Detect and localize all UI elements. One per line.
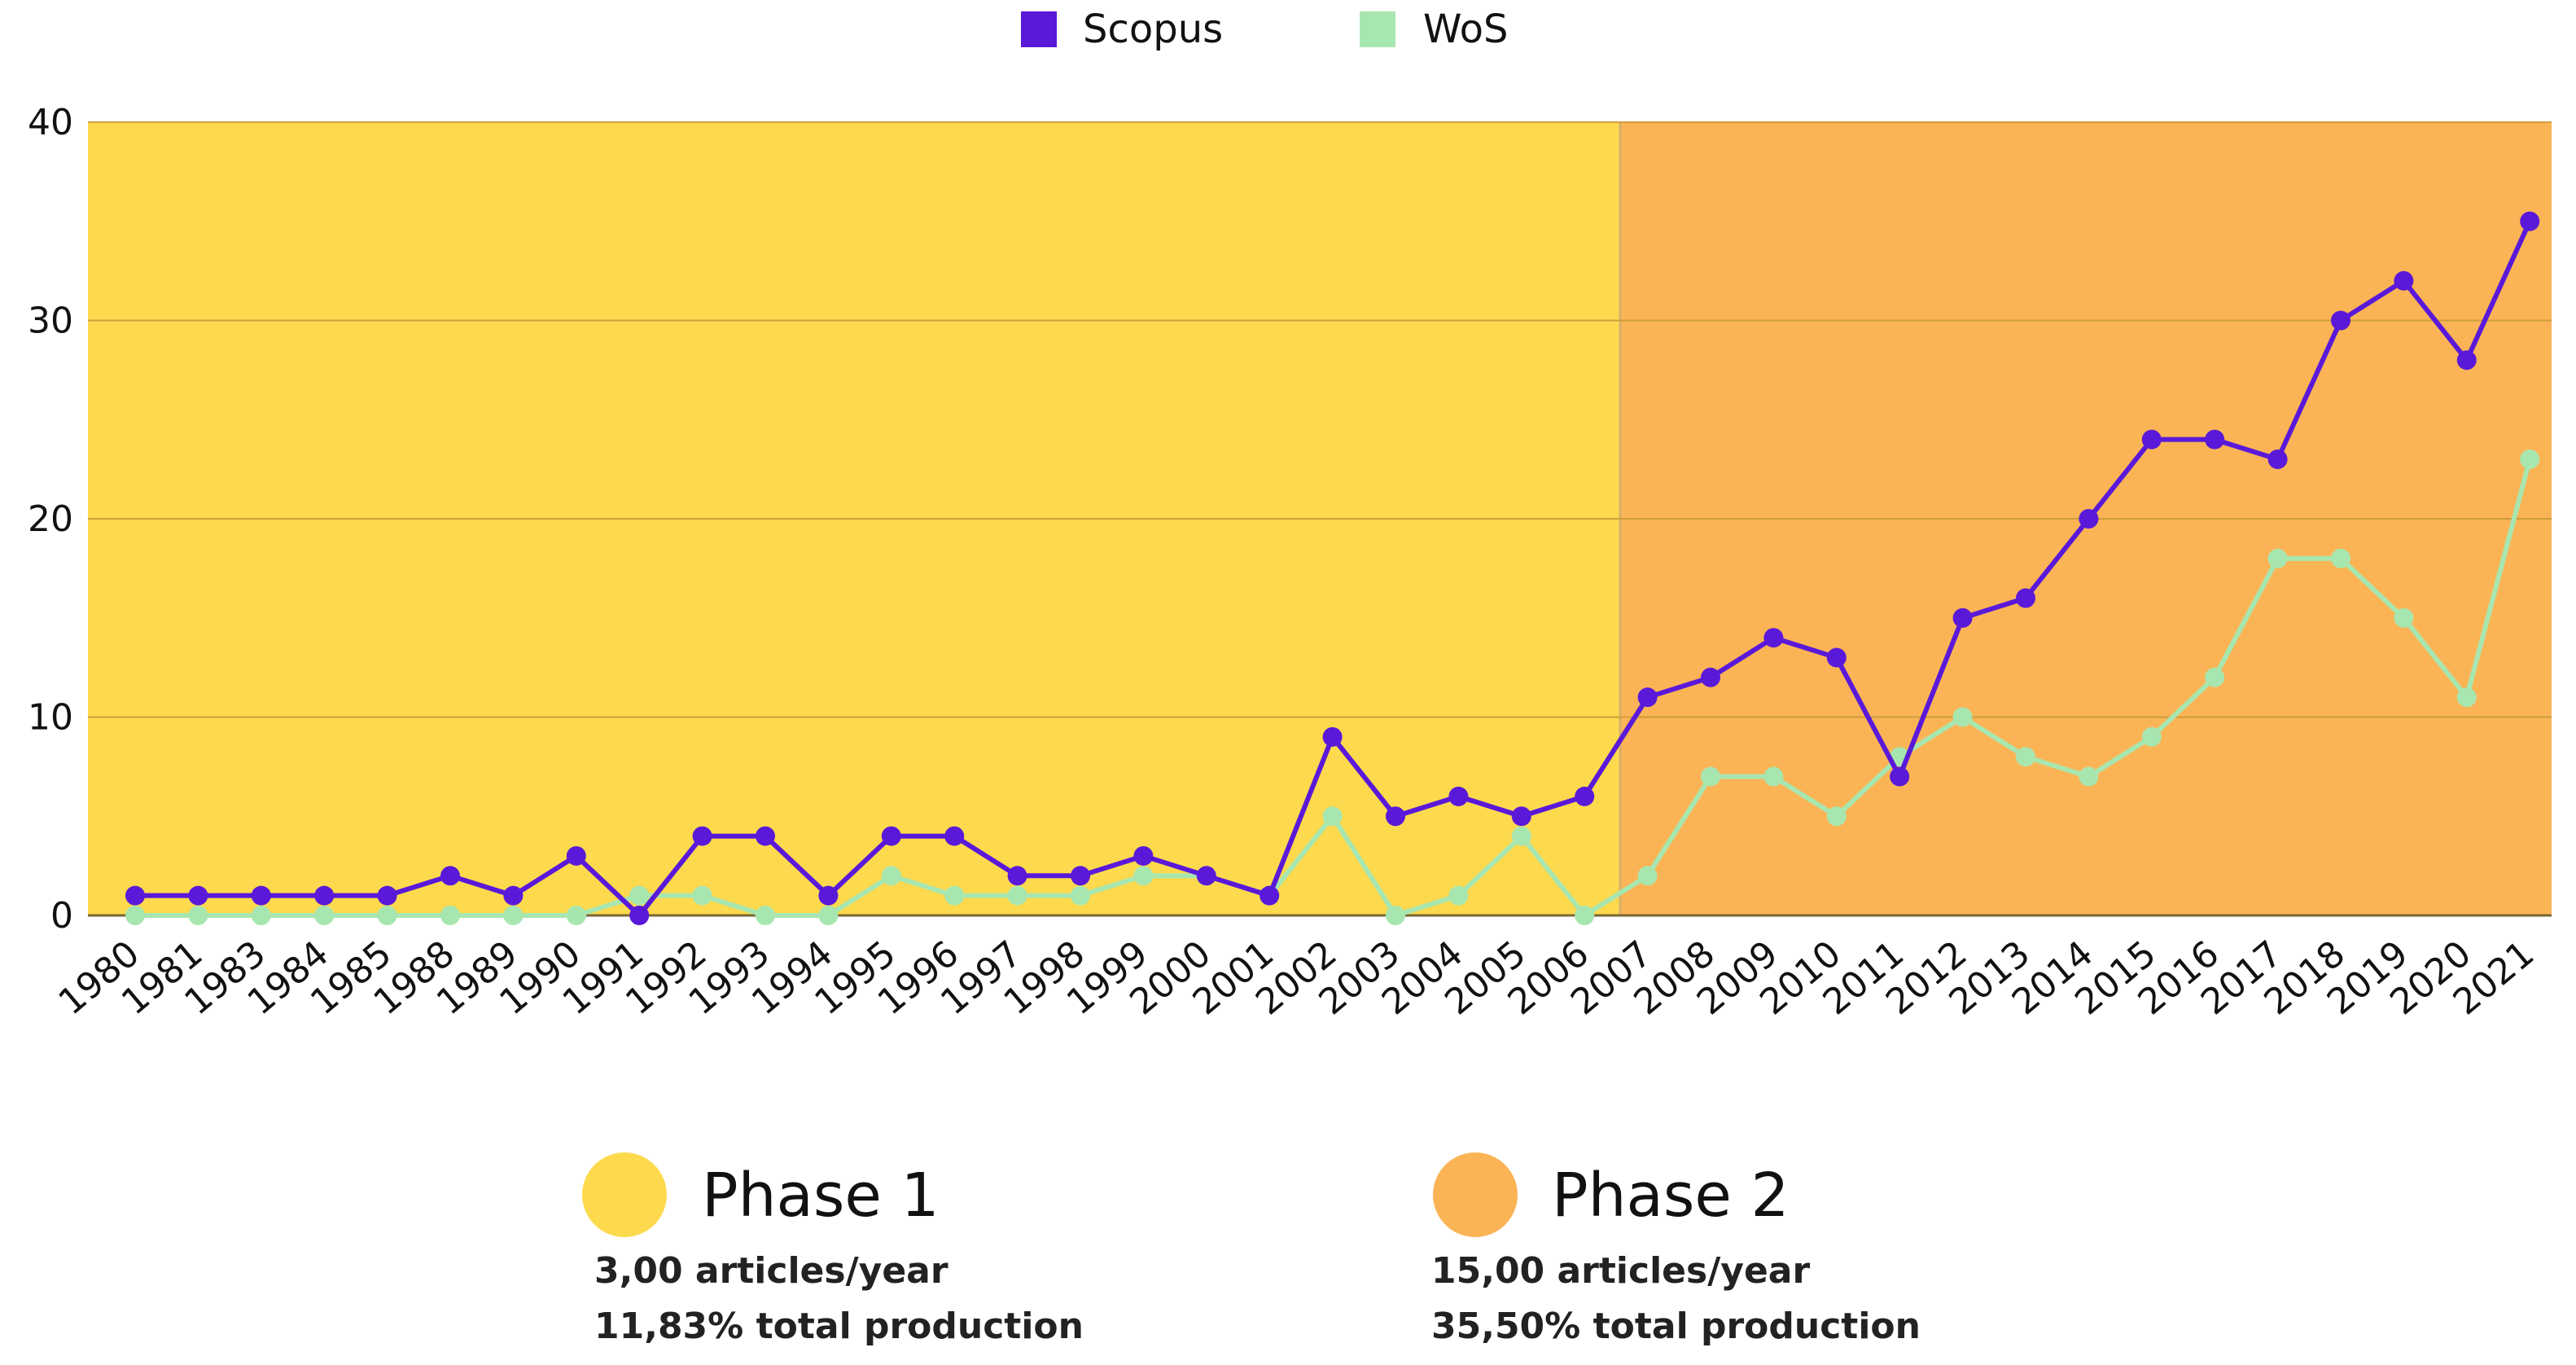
scopus-point (1133, 845, 1154, 866)
wos-point (2520, 449, 2540, 469)
y-axis: 0 10 20 30 40 (28, 102, 73, 937)
wos-point (944, 885, 965, 906)
legend-swatch-wos (1360, 11, 1395, 47)
wos-point (629, 885, 650, 906)
wos-point (1071, 885, 1090, 906)
wos-point (2016, 747, 2035, 767)
wos-point (1511, 826, 1531, 846)
scopus-point (1322, 726, 1343, 747)
wos-point (1322, 806, 1343, 827)
phase-2-title: Phase 2 (1552, 1161, 1790, 1231)
wos-point (1637, 866, 1658, 886)
scopus-point (2205, 429, 2225, 450)
phase-2-marker (1433, 1152, 1518, 1237)
scopus-point (2267, 449, 2288, 469)
wos-point (692, 885, 712, 906)
wos-point (756, 906, 775, 925)
scopus-point (1637, 687, 1658, 708)
wos-point (881, 866, 901, 886)
scopus-point (756, 826, 775, 846)
wos-point (566, 906, 586, 925)
phase-2-rate: 15,00 articles/year (1431, 1250, 1810, 1292)
wos-point (2141, 726, 2162, 747)
plot-series (125, 211, 2540, 925)
wos-point (2456, 687, 2477, 708)
phase-2-share: 35,50% total production (1431, 1306, 1921, 1347)
scopus-point (2394, 270, 2414, 291)
wos-point (1701, 766, 1720, 787)
wos-point (818, 906, 839, 925)
wos-point (1763, 766, 1784, 787)
wos-point (2205, 667, 2225, 687)
scopus-point (1952, 608, 1973, 628)
scopus-point (692, 826, 712, 846)
scopus-point (1260, 885, 1280, 906)
scopus-point (1196, 866, 1216, 886)
scopus-point (2141, 429, 2162, 450)
wos-point (1133, 866, 1154, 886)
y-tick-label: 0 (50, 895, 73, 937)
wos-point (1007, 885, 1027, 906)
wos-point (1826, 806, 1847, 827)
y-tick-label: 40 (28, 102, 73, 143)
scopus-point (440, 866, 460, 886)
scopus-point (2079, 509, 2099, 529)
wos-point (377, 906, 397, 925)
wos-point (251, 906, 271, 925)
scopus-point (1826, 647, 1847, 668)
scopus-point (2520, 211, 2540, 231)
scopus-point (818, 885, 839, 906)
wos-point (125, 906, 145, 925)
wos-point (314, 906, 335, 925)
scopus-point (881, 826, 901, 846)
phase-1-title: Phase 1 (702, 1161, 940, 1231)
wos-point (1386, 906, 1405, 925)
phase-1-rate: 3,00 articles/year (594, 1250, 948, 1292)
wos-point (1952, 707, 1973, 727)
scopus-point (1575, 786, 1595, 806)
scopus-point (503, 885, 524, 906)
wos-point (2079, 766, 2099, 787)
wos-point (188, 906, 208, 925)
legend-label-wos: WoS (1423, 7, 1508, 52)
phase-1-marker (582, 1152, 667, 1237)
scopus-point (1511, 806, 1531, 827)
y-tick-label: 10 (28, 697, 73, 739)
legend: Scopus WoS (1021, 7, 1508, 52)
scopus-point (1386, 806, 1405, 827)
wos-point (2394, 608, 2414, 628)
scopus-point (629, 906, 650, 925)
legend-label-scopus: Scopus (1083, 7, 1223, 52)
scopus-point (188, 885, 208, 906)
wos-point (2267, 548, 2288, 568)
scopus-point (1701, 667, 1720, 687)
wos-point (1448, 885, 1469, 906)
x-axis: 1980198119831984198519881989199019911992… (51, 933, 2543, 1023)
scopus-point (1007, 866, 1027, 886)
scopus-point (1763, 628, 1784, 648)
scopus-point (944, 826, 965, 846)
scopus-point (251, 885, 271, 906)
y-tick-label: 30 (28, 301, 73, 342)
scopus-point (377, 885, 397, 906)
scopus-point (1448, 786, 1469, 806)
scopus-point (2016, 588, 2035, 608)
wos-point (503, 906, 524, 925)
legend-swatch-scopus (1021, 11, 1057, 47)
wos-point (440, 906, 460, 925)
scopus-point (1890, 766, 1910, 787)
scopus-point (314, 885, 335, 906)
gridlines (88, 121, 2552, 917)
scopus-point (2456, 350, 2477, 371)
scopus-point (1071, 866, 1090, 886)
wos-point (2331, 548, 2350, 568)
y-tick-label: 20 (28, 498, 73, 540)
scopus-point (125, 885, 145, 906)
scopus-point (2331, 310, 2350, 331)
phase-legend: Phase 1 3,00 articles/year 11,83% total pr… (582, 1152, 1921, 1347)
wos-point (1575, 906, 1595, 925)
scopus-point (566, 845, 586, 866)
phase-1-share: 11,83% total production (594, 1306, 1084, 1347)
